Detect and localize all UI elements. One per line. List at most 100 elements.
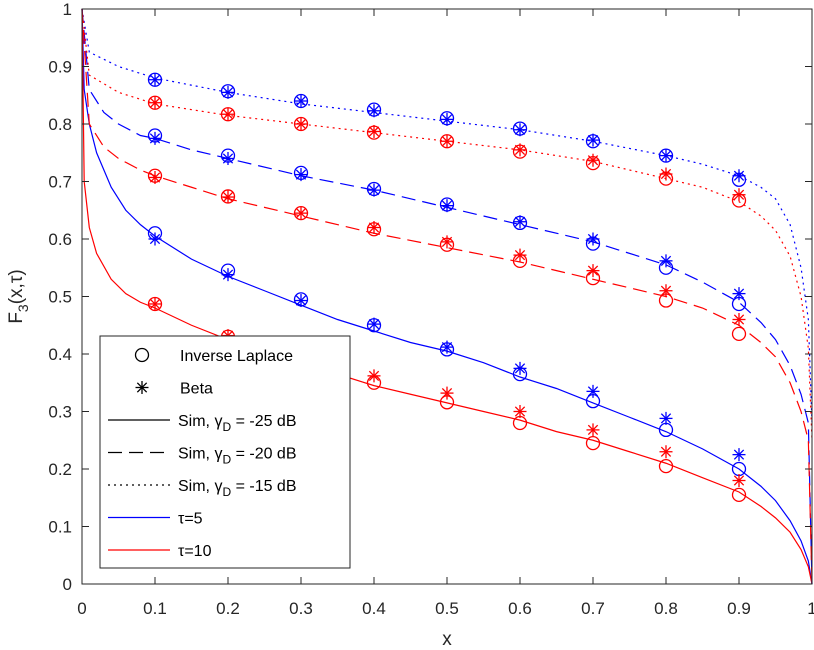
legend-entry: Beta — [135, 381, 213, 398]
beta-point — [367, 183, 381, 197]
beta-point — [440, 134, 454, 148]
y-tick-label: 1 — [63, 0, 72, 19]
beta-point — [586, 264, 600, 278]
beta-point — [659, 254, 673, 268]
beta-point — [367, 221, 381, 234]
beta-point — [440, 112, 454, 126]
beta-point — [148, 96, 162, 110]
beta-point — [513, 405, 527, 418]
beta-point — [586, 384, 600, 398]
y-tick-label: 0.7 — [48, 173, 72, 192]
beta-point — [367, 104, 381, 118]
x-tick-label: 0.8 — [654, 599, 678, 618]
beta-point — [440, 199, 454, 213]
series-line — [81, 8, 813, 585]
inverse-laplace-point — [731, 487, 747, 503]
beta-point — [513, 123, 527, 137]
y-tick-label: 0.4 — [48, 345, 72, 364]
beta-point — [659, 167, 673, 181]
beta-point — [148, 73, 162, 87]
asterisk-icon — [135, 381, 149, 394]
beta-point — [586, 133, 600, 147]
series-line — [81, 8, 813, 585]
legend-label: Sim, γD = -25 dB — [178, 413, 297, 434]
series-line — [81, 8, 813, 585]
beta-point — [732, 448, 746, 462]
x-tick-label: 0.3 — [289, 599, 313, 618]
y-tick-label: 0.1 — [48, 518, 72, 537]
beta-point — [367, 369, 381, 383]
circle-icon — [134, 347, 150, 363]
beta-point — [732, 474, 746, 487]
beta-point — [294, 94, 308, 108]
beta-point — [513, 361, 527, 375]
beta-point — [221, 268, 235, 282]
beta-point — [732, 287, 746, 301]
x-tick-label: 0.5 — [435, 599, 459, 618]
beta-point — [148, 297, 162, 311]
x-tick-label: 0.7 — [581, 599, 605, 618]
x-tick-label: 1 — [807, 599, 814, 618]
beta-point — [221, 152, 235, 165]
beta-point — [586, 232, 600, 246]
legend-label: τ=5 — [178, 511, 203, 528]
inverse-laplace-point — [585, 435, 601, 451]
beta-point — [148, 170, 162, 184]
beta-point — [221, 85, 235, 99]
inverse-laplace-point — [731, 326, 747, 342]
y-ticks: 0 0.1 0.2 0.3 0.4 0.5 0.6 0.7 0.8 0.9 1 — [48, 0, 812, 594]
beta-point — [513, 215, 527, 229]
beta-point — [440, 340, 454, 354]
beta-point — [659, 411, 673, 425]
beta-point — [513, 143, 527, 157]
legend-entry: Inverse Laplace — [134, 347, 293, 365]
beta-point — [221, 190, 235, 204]
legend-entry: τ=10 — [108, 543, 212, 560]
beta-point — [367, 124, 381, 138]
y-tick-label: 0.9 — [48, 58, 72, 77]
x-tick-label: 0.1 — [143, 599, 167, 618]
legend: Inverse Laplace Beta Sim, γD = -25 dB Sim, … — [99, 335, 351, 569]
inverse-laplace-point — [658, 458, 674, 474]
legend-entry: Sim, γD = -20 dB — [108, 446, 297, 467]
legend-entry: τ=5 — [108, 511, 203, 528]
y-tick-label: 0 — [63, 575, 72, 594]
legend-label: Inverse Laplace — [180, 348, 293, 365]
legend-label: Sim, γD = -15 dB — [178, 478, 297, 499]
beta-point — [659, 445, 673, 459]
beta-point — [367, 317, 381, 331]
beta-point — [659, 284, 673, 298]
beta-point — [294, 294, 308, 308]
y-tick-label: 0.3 — [48, 403, 72, 422]
x-ticks: 0 0.1 0.2 0.3 0.4 0.5 0.6 0.7 0.8 0.9 1 — [77, 9, 814, 618]
y-tick-label: 0.6 — [48, 230, 72, 249]
x-tick-label: 0.2 — [216, 599, 240, 618]
y-tick-label: 0.2 — [48, 460, 72, 479]
beta-point — [294, 206, 308, 220]
beta-point — [440, 235, 454, 249]
beta-point — [732, 188, 746, 202]
legend-label: τ=10 — [178, 543, 212, 560]
beta-point — [294, 168, 308, 182]
legend-entry: Sim, γD = -25 dB — [108, 413, 297, 434]
beta-point — [586, 423, 600, 437]
x-tick-label: 0 — [77, 599, 86, 618]
beta-point — [732, 169, 746, 183]
series-line — [81, 8, 813, 585]
beta-point — [440, 386, 454, 400]
beta-point — [732, 313, 746, 326]
x-tick-label: 0.4 — [362, 599, 386, 618]
beta-point — [221, 107, 235, 121]
beta-point — [148, 131, 162, 145]
legend-entry: Sim, γD = -15 dB — [108, 478, 297, 499]
legend-label: Sim, γD = -20 dB — [178, 446, 297, 467]
y-tick-label: 0.5 — [48, 288, 72, 307]
beta-point — [148, 232, 162, 246]
y-axis-label: F3(x,τ) — [6, 269, 31, 323]
x-tick-label: 0.9 — [727, 599, 751, 618]
beta-point — [659, 149, 673, 163]
plot-markers — [147, 72, 747, 503]
beta-point — [294, 117, 308, 131]
y-tick-label: 0.8 — [48, 115, 72, 134]
